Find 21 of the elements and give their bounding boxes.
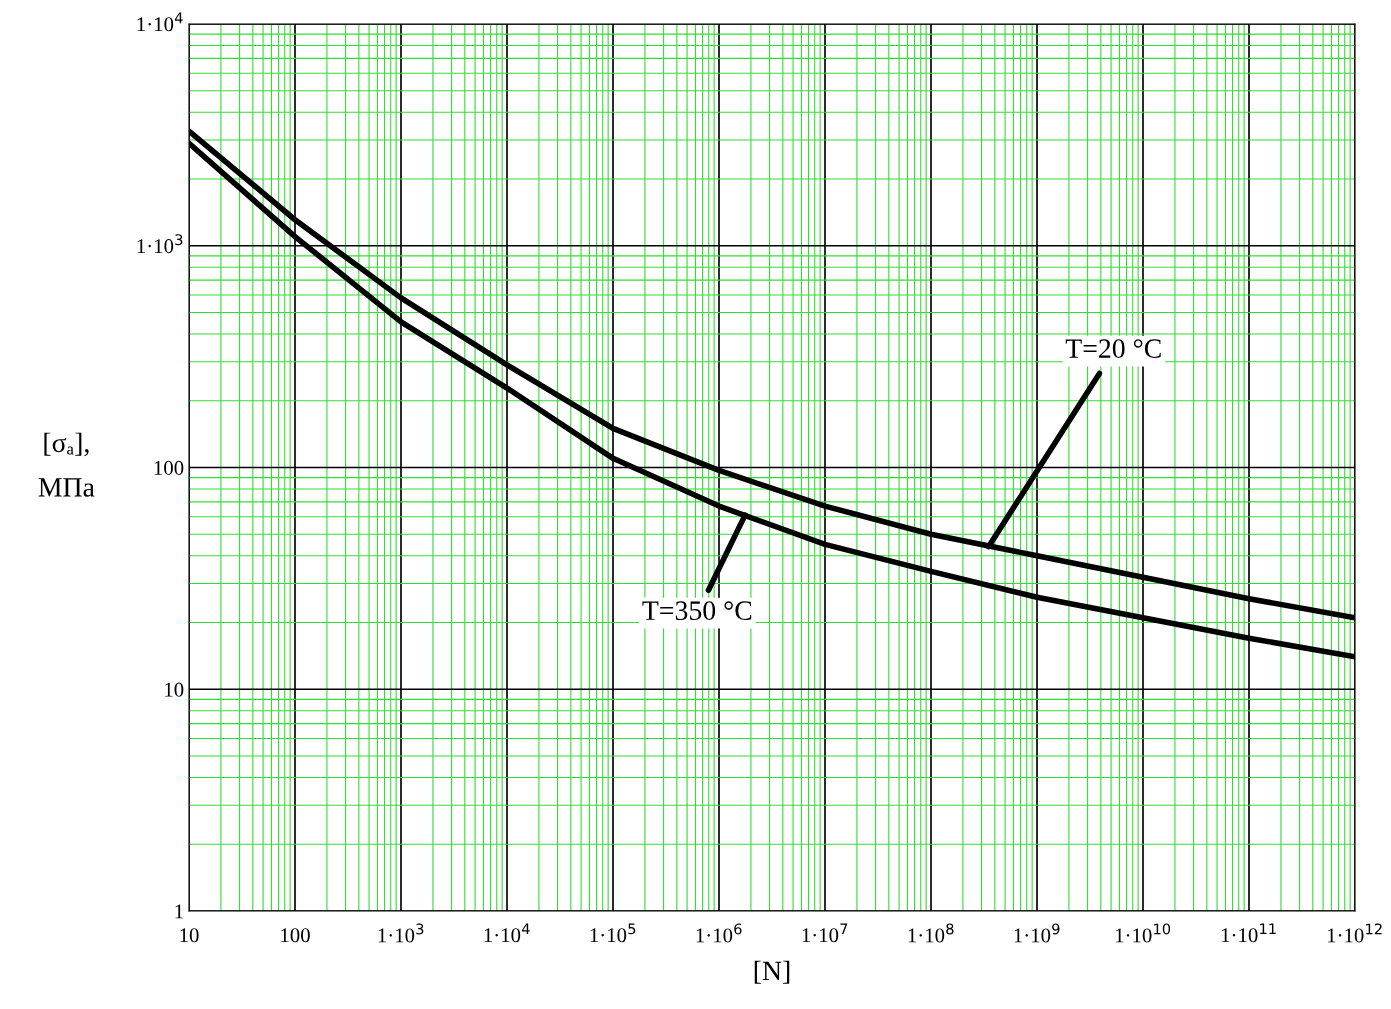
y-tick-label: 1 [175, 904, 183, 919]
x-tick-label: 1·10$^{12}$ [1327, 923, 1382, 943]
x-tick-label: 100 [281, 928, 310, 943]
x-tick-label: 1·10$^{11}$ [1221, 923, 1276, 943]
x-tick-label: 1·10$^{10}$ [1115, 923, 1171, 943]
x-tick-label: 1·10$^{6}$ [696, 923, 742, 943]
y-tick-label: 100 [154, 460, 184, 475]
y-tick-label: 1·10$^{3}$ [137, 234, 183, 254]
x-tick-label: 10 [180, 928, 199, 943]
x-tick-label: 1·10$^{5}$ [590, 923, 636, 943]
annotation: T=350 °C [642, 601, 752, 621]
x-tick-label: 1·10$^{8}$ [908, 923, 954, 943]
x-axis-title: [N] [754, 960, 790, 984]
x-tick-label: 1·10$^{9}$ [1014, 923, 1060, 943]
annotation: T=20 °C [1065, 339, 1161, 358]
y-tick-label: 10 [165, 682, 184, 697]
x-tick-label: 1·10$^{7}$ [802, 923, 848, 943]
y-axis-title: [σₐ], МПа [38, 432, 95, 497]
y-tick-label: 1·10$^{4}$ [137, 12, 183, 32]
x-tick-label: 1·10$^{4}$ [484, 923, 530, 943]
x-tick-label: 1·10$^{3}$ [378, 923, 424, 943]
